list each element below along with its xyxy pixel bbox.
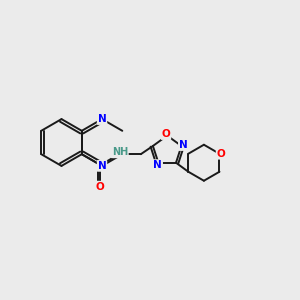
Text: NH: NH <box>112 147 128 158</box>
Text: O: O <box>162 129 170 139</box>
Text: N: N <box>98 114 106 124</box>
Text: O: O <box>95 182 104 192</box>
Text: O: O <box>217 149 225 159</box>
Text: N: N <box>98 161 106 171</box>
Text: N: N <box>153 160 162 170</box>
Text: N: N <box>179 140 188 150</box>
